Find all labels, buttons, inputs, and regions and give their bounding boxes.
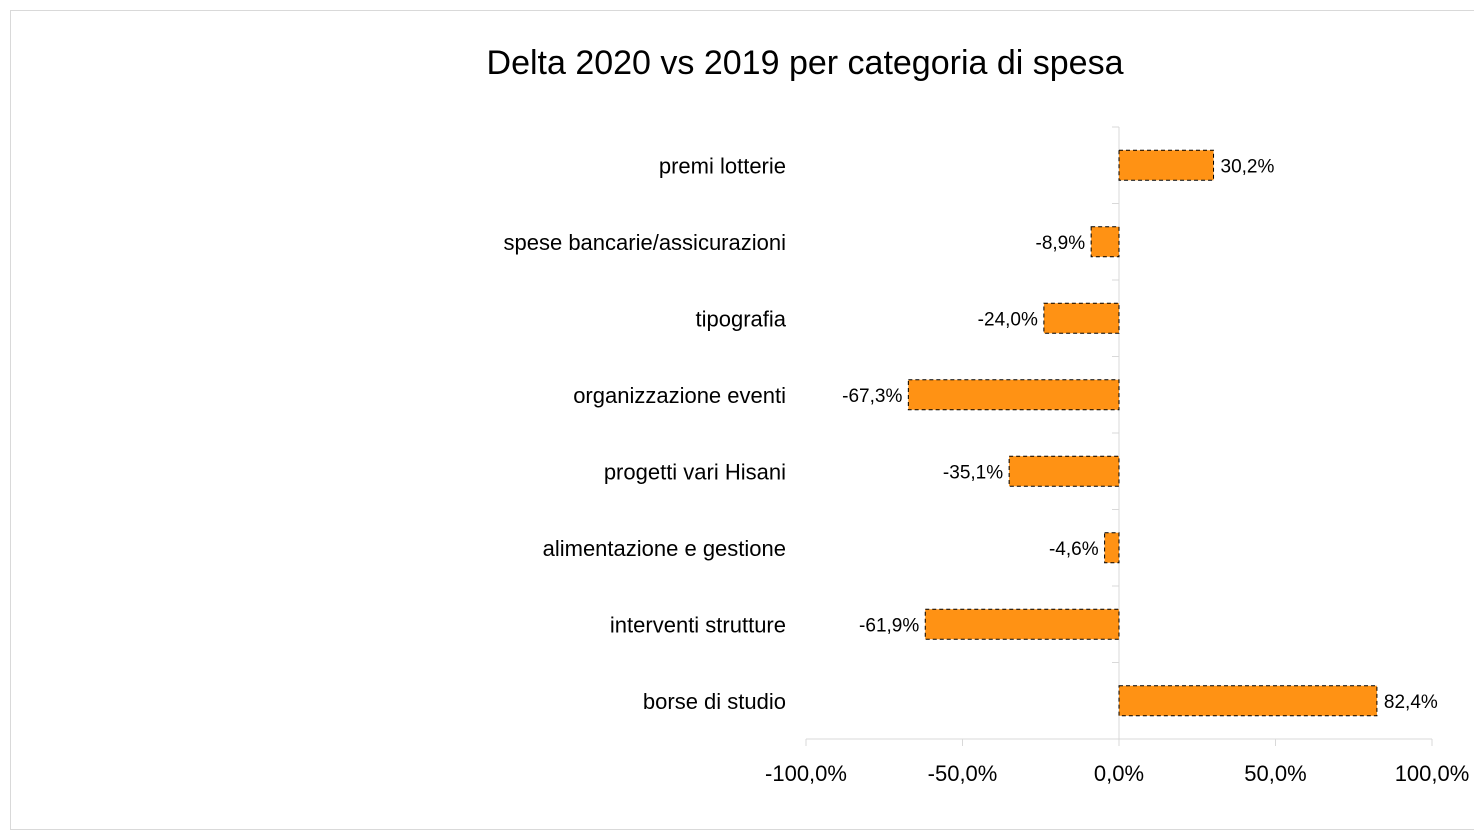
data-label: -67,3% [842, 386, 902, 407]
bar [1104, 532, 1120, 564]
data-label: -35,1% [943, 462, 1003, 483]
category-label: alimentazione e gestione [543, 536, 786, 561]
x-axis-tick-label: 50,0% [1244, 761, 1306, 786]
category-label: spese bancarie/assicurazioni [504, 230, 787, 255]
bar [1118, 149, 1215, 181]
category-label: progetti vari Hisani [604, 459, 786, 484]
category-label: borse di studio [643, 689, 786, 714]
bar [1090, 226, 1120, 258]
category-label: premi lotterie [659, 153, 786, 178]
x-axis-tick-label: 0,0% [1094, 761, 1144, 786]
chart-title: Delta 2020 vs 2019 per categoria di spes… [486, 44, 1124, 82]
bar [924, 608, 1120, 640]
data-label: -24,0% [978, 309, 1038, 330]
x-axis-tick-label: -50,0% [928, 761, 998, 786]
data-label: -61,9% [859, 615, 919, 636]
x-axis-tick-label: 100,0% [1395, 761, 1470, 786]
bar [1118, 685, 1378, 717]
bar [907, 379, 1120, 411]
category-label: interventi strutture [610, 612, 786, 637]
bar [1043, 302, 1120, 334]
data-label: 82,4% [1384, 692, 1438, 713]
data-label: -4,6% [1049, 539, 1099, 560]
data-label: -8,9% [1036, 233, 1086, 254]
bar [1008, 455, 1120, 487]
category-label: organizzazione eventi [573, 383, 786, 408]
category-label: tipografia [695, 306, 786, 331]
x-axis-tick-label: -100,0% [765, 761, 847, 786]
data-label: 30,2% [1221, 156, 1275, 177]
